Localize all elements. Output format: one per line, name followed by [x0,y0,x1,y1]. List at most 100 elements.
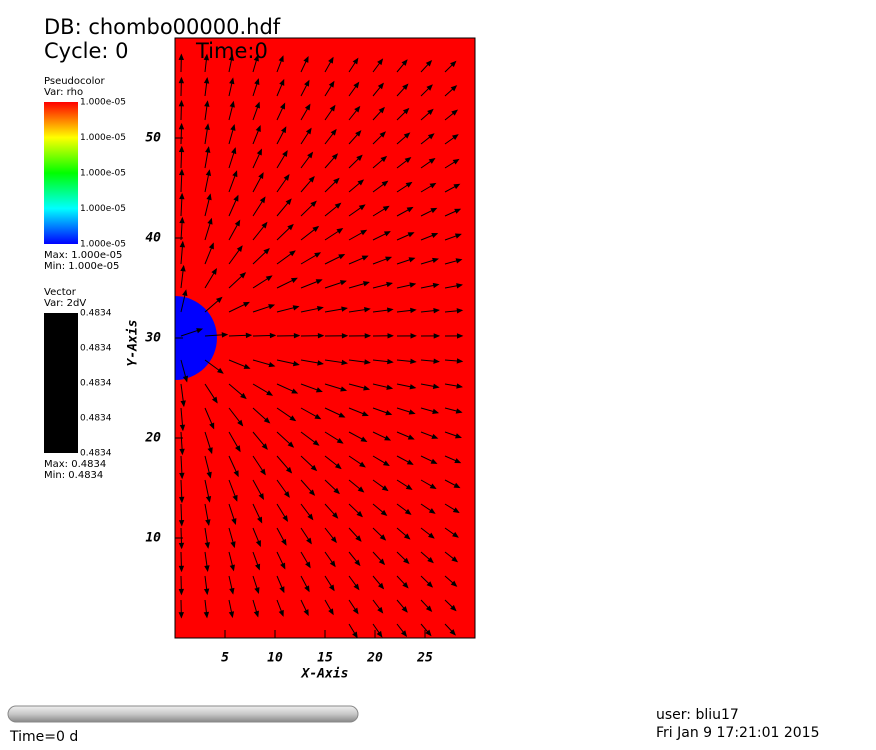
arrow-head [431,233,439,239]
arrow-head [330,128,337,136]
arrow-head [178,542,185,550]
arrow-head [254,587,260,595]
arrow-head [407,434,415,440]
legend-label: 1.000e-05 [80,204,126,214]
arrow-head [353,81,360,89]
arrow-head [377,58,384,66]
arrow-head [403,557,410,565]
arrow-head [376,630,383,638]
legend-title: Pseudocolor [44,76,106,87]
arrow-head [293,332,301,339]
legend-title: Vector [44,287,77,298]
arrow-head [304,585,310,593]
arrow-head [228,611,235,619]
y-axis-title: Y-Axis [126,320,141,367]
x-tick-label: 5 [221,651,229,666]
arrow-head [387,333,394,339]
arrow-head [279,586,285,594]
arrow-head [196,328,204,334]
arrow-head [179,192,185,200]
arrow-head [290,277,298,283]
arrow-head [427,133,435,140]
arrow-head [456,333,464,339]
arrow-head [450,604,457,612]
legend-label: 1.000e-05 [80,169,126,179]
arrow-head [303,55,309,63]
arrow-head [401,606,408,613]
arrow-head [329,104,336,112]
arrow-head [385,410,393,416]
colorbar [44,102,78,244]
arrow-head [306,537,312,545]
arrow-head [229,77,235,85]
arrow-head [178,168,185,176]
arrow-head [355,535,362,542]
legend-label: 0.4834 [80,414,112,424]
arrow-head [291,388,299,394]
arrow-head [316,305,324,312]
arrow-head [287,223,294,231]
date: Fri Jan 9 17:21:01 2015 [656,725,819,741]
arrow-head [451,134,459,141]
arrow-head [233,470,239,478]
arrow-head [455,258,463,264]
x-tick-label: 10 [267,651,283,666]
arrow-head [364,307,371,313]
arrow-head [204,542,210,549]
arrow-head [232,494,238,502]
arrow-head [303,609,309,617]
arrow-head [182,289,188,297]
arrow-head [332,512,339,519]
time-slider[interactable] [7,705,359,723]
arrow-head [403,533,411,540]
x-axis-title: X-Axis [301,667,349,682]
arrow-head [307,513,314,521]
arrow-head [203,53,210,61]
arrow-head [254,101,260,109]
arrow-head [381,180,389,187]
arrow-head [243,363,251,369]
arrow-head [253,610,259,618]
arrow-head [407,232,415,238]
legend-var: Var: rho [44,87,83,98]
arrow-head [356,154,363,161]
arrow-head [402,83,409,91]
arrow-head [178,122,185,130]
arrow-head [455,433,462,439]
legend-label: 0.4834 [80,449,112,459]
arrow-head [245,332,253,339]
arrow-head [265,275,273,282]
arrow-head [427,556,434,564]
arrow-head [450,580,458,587]
arrow-head [215,296,223,303]
arrow-head [404,156,412,164]
arrow-head [386,307,394,313]
arrow-head [336,228,344,234]
arrow-head [451,109,458,116]
arrow-head [456,358,464,364]
arrow-head [341,333,349,339]
arrow-head [308,489,316,496]
arrow-head [432,383,440,389]
arrow-head [233,194,239,202]
arrow-head [356,510,363,518]
arrow-head [450,60,457,68]
arrow-head [315,279,323,285]
arrow-head [328,80,335,88]
arrow-head [379,534,387,541]
arrow-head [258,493,264,500]
arrow-head [312,225,320,232]
arrow-head [428,157,436,164]
arrow-head [253,54,259,62]
arrow-head [364,333,372,339]
arrow-head [204,100,210,107]
arrow-head [403,132,411,139]
arrow-head [425,59,433,67]
arrow-head [178,53,184,60]
arrow-head [211,268,217,275]
arrow-head [217,367,224,374]
arrow-head [258,172,264,179]
arrow-head [453,482,461,489]
arrow-head [281,538,287,546]
arrow-head [409,282,417,288]
